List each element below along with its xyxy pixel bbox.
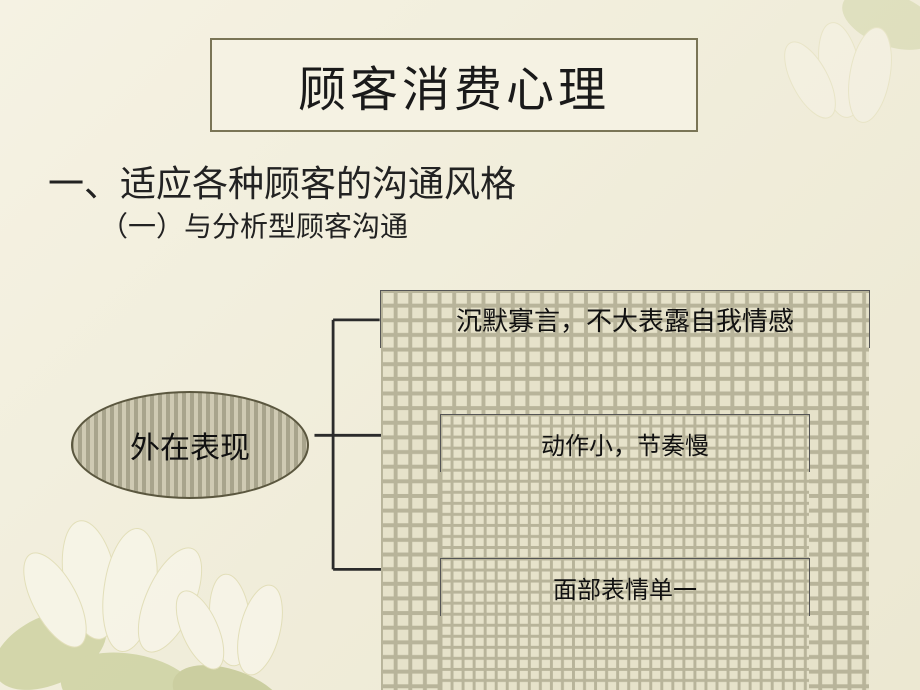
flower-top-right-icon [690,0,920,200]
diagram-child-box-3: 面部表情单一 [440,558,810,616]
diagram-root-label: 外在表现 [70,390,310,500]
slide: 顾客消费心理 一、适应各种顾客的沟通风格 （一）与分析型顾客沟通 外在表现 [0,0,920,690]
diagram-child-label-1: 沉默寡言，不大表露自我情感 [456,301,794,338]
diagram-child-label-2: 动作小，节奏慢 [541,426,709,461]
diagram-child-label-3: 面部表情单一 [553,570,697,605]
heading-level-2: （一）与分析型顾客沟通 [100,205,408,245]
diagram-child-box-1: 沉默寡言，不大表露自我情感 [380,290,870,348]
slide-title: 顾客消费心理 [298,50,610,120]
slide-title-box: 顾客消费心理 [210,38,698,132]
diagram-child-box-2: 动作小，节奏慢 [440,414,810,472]
diagram-root-node: 外在表现 [70,390,310,500]
heading-level-1: 一、适应各种顾客的沟通风格 [48,155,516,207]
